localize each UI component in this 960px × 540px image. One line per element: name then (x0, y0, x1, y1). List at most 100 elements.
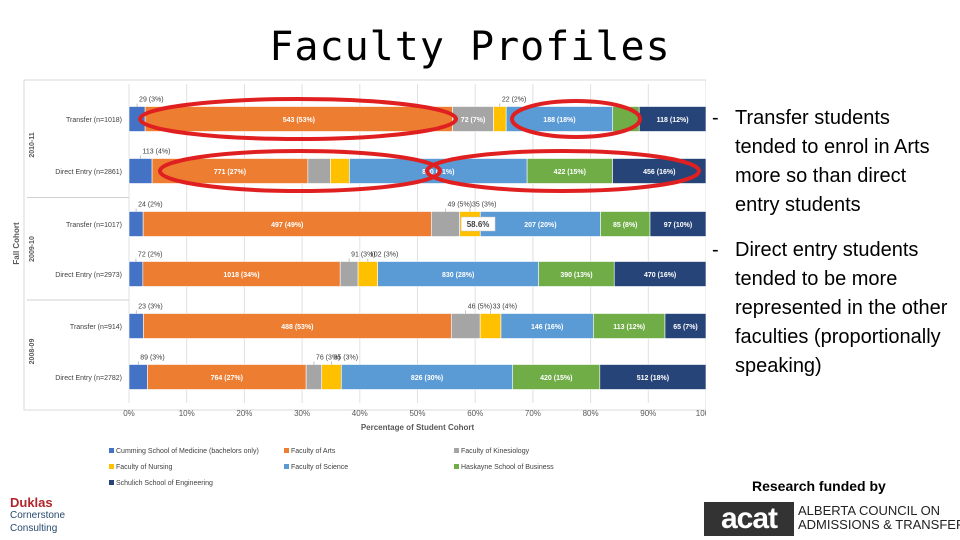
legend-swatch (109, 480, 114, 485)
bar-segment (613, 261, 706, 287)
data-label: 95 (3%) (334, 355, 359, 362)
category-label: Transfer (n=1017) (66, 222, 122, 229)
annotation-box (460, 216, 496, 232)
data-label: 543 (53%) (283, 117, 315, 124)
bullet-marker: - (712, 239, 719, 261)
x-tick-label: 100% (696, 409, 706, 418)
legend-swatch (454, 464, 459, 469)
bar-segment (128, 364, 148, 390)
bar-segment (431, 211, 460, 237)
data-label: 65 (7%) (673, 324, 698, 331)
x-tick-label: 40% (352, 409, 368, 418)
x-tick-label: 60% (467, 409, 483, 418)
highlight-ellipse (425, 149, 701, 193)
bar-segment (128, 158, 153, 184)
x-tick-label: 70% (525, 409, 541, 418)
legend-swatch (109, 448, 114, 453)
legend-label: Schulich School of Engineering (116, 480, 213, 487)
bar-segment (128, 106, 146, 132)
bar-segment (339, 261, 359, 287)
bar-segment (526, 158, 613, 184)
highlight-ellipse (158, 149, 442, 193)
bar-segment (512, 364, 601, 390)
data-label: 33 (4%) (493, 304, 518, 311)
firm-logo-line1: Duklas (10, 495, 53, 510)
x-tick-label: 50% (409, 409, 425, 418)
data-label: 91 (3%) (351, 252, 376, 259)
slide-title: Faculty Profiles (269, 24, 671, 70)
data-label: 456 (16%) (643, 169, 675, 176)
category-label: Transfer (n=1018) (66, 117, 122, 124)
data-label: 46 (5%) (468, 304, 493, 311)
bar-segment (600, 211, 651, 237)
highlight-ellipse (138, 97, 458, 141)
bar-segment (128, 261, 144, 287)
firm-logo: Duklas Cornerstone Consulting (10, 496, 65, 535)
bullet-text: Transfer students tended to enrol in Art… (735, 107, 930, 216)
bullet-text: Direct entry students tended to be more … (735, 239, 948, 377)
bar-segment (649, 211, 706, 237)
category-label: Direct Entry (n=2973) (55, 272, 122, 279)
data-label: 146 (16%) (531, 324, 563, 331)
data-label: 826 (30%) (411, 375, 443, 382)
data-label: 764 (27%) (211, 375, 243, 382)
legend-label: Faculty of Nursing (116, 464, 173, 471)
bar-segment (128, 313, 144, 339)
bar-segment (128, 211, 144, 237)
legend-swatch (284, 448, 289, 453)
data-label: 422 (15%) (554, 169, 586, 176)
legend-label: Haskayne School of Business (461, 464, 554, 471)
legend-label: Faculty of Kinesiology (461, 448, 530, 455)
data-label: 113 (4%) (143, 149, 171, 156)
x-tick-label: 20% (236, 409, 252, 418)
data-label: 771 (27%) (214, 169, 246, 176)
council-logo-mark: acat (704, 502, 794, 536)
x-tick-label: 30% (294, 409, 310, 418)
data-label: 488 (53%) (281, 324, 313, 331)
council-name-line1: ALBERTA COUNCIL ON (798, 503, 941, 518)
firm-logo-line2: Cornerstone (10, 510, 66, 521)
x-axis-label: Percentage of Student Cohort (361, 423, 475, 432)
data-label: 85 (8%) (613, 222, 638, 229)
highlight-ellipse (510, 99, 642, 139)
data-label: 113 (12%) (613, 324, 645, 331)
data-label: 390 (13%) (560, 272, 592, 279)
cohort-label: 2008-09 (29, 339, 36, 365)
council-logo: acat ALBERTA COUNCIL ON ADMISSIONS & TRA… (700, 498, 960, 538)
bar-segment (479, 313, 502, 339)
data-label: 497 (49%) (271, 222, 303, 229)
cohort-label: 2009-10 (29, 236, 36, 262)
bar-segment (144, 106, 453, 132)
data-label: 24 (2%) (138, 202, 163, 209)
council-logo-name: ALBERTA COUNCIL ON ADMISSIONS & TRANSFER (798, 504, 960, 532)
data-label: 1018 (34%) (223, 272, 259, 279)
category-label: Direct Entry (n=2861) (55, 169, 122, 176)
x-tick-label: 90% (640, 409, 656, 418)
bullet-item: - Direct entry students tended to be more… (708, 236, 953, 381)
bar-segment (330, 158, 350, 184)
bar-segment (341, 364, 514, 390)
data-label: 188 (18%) (543, 117, 575, 124)
bar-segment (452, 106, 494, 132)
bar-segment (357, 261, 378, 287)
bar-segment (638, 106, 706, 132)
legend-label: Faculty of Arts (291, 448, 336, 455)
data-label: 207 (20%) (524, 222, 556, 229)
annotation-label: 58.6% (467, 220, 490, 229)
bar-segment (450, 313, 481, 339)
bar-segment (493, 106, 507, 132)
firm-logo-line3: Consulting (10, 523, 58, 534)
data-label: 49 (5%) (447, 202, 472, 209)
bar-segment (500, 313, 594, 339)
council-name-line2: ADMISSIONS & TRANSFER (798, 517, 960, 532)
data-label: 830 (28%) (442, 272, 474, 279)
data-label: 470 (16%) (644, 272, 676, 279)
legend-label: Faculty of Science (291, 464, 348, 471)
legend-swatch (454, 448, 459, 453)
data-label: 22 (2%) (502, 97, 527, 104)
bar-segment (321, 364, 342, 390)
y-axis-label: Fall Cohort (12, 222, 21, 265)
bar-segment (305, 364, 323, 390)
legend-swatch (109, 464, 114, 469)
data-label: 29 (3%) (139, 97, 164, 104)
